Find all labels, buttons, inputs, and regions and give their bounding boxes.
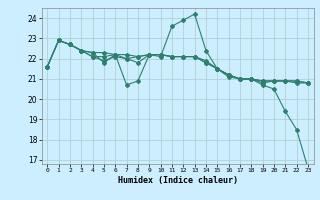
X-axis label: Humidex (Indice chaleur): Humidex (Indice chaleur) [118,176,237,185]
